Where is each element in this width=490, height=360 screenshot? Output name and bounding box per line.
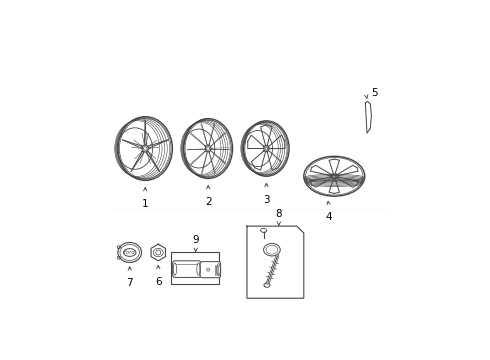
Text: 3: 3 <box>263 195 270 205</box>
Text: 6: 6 <box>155 277 162 287</box>
Text: 9: 9 <box>193 235 199 245</box>
Text: 1: 1 <box>142 199 148 209</box>
Text: 5: 5 <box>371 88 377 98</box>
FancyBboxPatch shape <box>200 262 220 278</box>
Ellipse shape <box>118 243 142 262</box>
FancyBboxPatch shape <box>172 261 201 278</box>
Text: 8: 8 <box>275 209 282 219</box>
Ellipse shape <box>264 243 280 256</box>
Text: 7: 7 <box>126 278 133 288</box>
Text: Ford: Ford <box>124 250 136 255</box>
Ellipse shape <box>123 249 136 256</box>
Polygon shape <box>151 244 166 261</box>
Bar <box>171 252 219 284</box>
Text: 2: 2 <box>205 197 212 207</box>
Text: 4: 4 <box>325 212 332 222</box>
Polygon shape <box>366 102 371 133</box>
